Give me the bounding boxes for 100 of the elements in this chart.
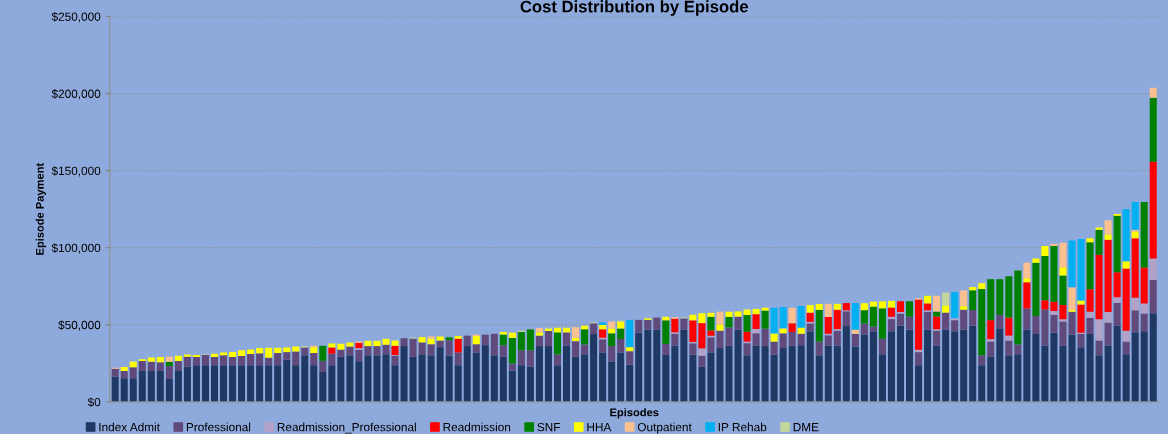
bar: [1149, 97, 1157, 162]
bar: [1122, 330, 1130, 342]
bar: [906, 316, 914, 330]
bar: [1086, 289, 1094, 312]
bar: [1032, 262, 1040, 317]
bar: [734, 311, 742, 317]
bar: [590, 323, 598, 335]
bar: [292, 365, 300, 402]
bar: [806, 323, 814, 332]
bar: [463, 335, 471, 347]
bar: [987, 356, 995, 402]
bar: [1104, 322, 1112, 346]
bar: [183, 366, 191, 402]
bar: [355, 342, 363, 349]
bar: [535, 335, 543, 347]
bar: [283, 352, 291, 360]
bar: [517, 350, 525, 366]
bar: [1095, 355, 1103, 402]
bar: [1032, 316, 1040, 335]
bar: [608, 333, 616, 347]
bar: [1041, 255, 1049, 301]
bar: [1041, 309, 1049, 346]
bar: [364, 340, 372, 347]
bar: [563, 345, 571, 402]
bar: [328, 365, 336, 402]
bar: [1086, 317, 1094, 335]
bar: [635, 319, 643, 333]
bar: [1086, 242, 1094, 290]
bar: [933, 345, 941, 402]
bar: [824, 303, 832, 317]
bar: [906, 329, 914, 402]
bar: [1095, 229, 1103, 255]
bar: [1140, 303, 1148, 314]
bar: [283, 347, 291, 353]
bar: [779, 348, 787, 402]
bar: [517, 365, 525, 402]
bar: [653, 317, 661, 330]
bar: [229, 352, 237, 358]
bar: [364, 355, 372, 402]
bar: [418, 342, 426, 355]
bar: [869, 306, 877, 327]
bar: [337, 343, 345, 350]
bar: [1077, 300, 1085, 305]
bar: [770, 354, 778, 402]
bar: [833, 303, 841, 310]
bar: [752, 308, 760, 315]
bar: [815, 341, 823, 356]
bar: [355, 361, 363, 402]
bar: [680, 318, 688, 330]
bar: [960, 290, 968, 307]
bar: [508, 332, 516, 338]
bar: [815, 309, 823, 342]
bar: [409, 338, 417, 357]
bar: [508, 370, 516, 402]
bar: [707, 352, 715, 402]
bar: [111, 376, 119, 402]
bar: [653, 329, 661, 402]
bar: [815, 303, 823, 310]
bar: [1041, 345, 1049, 402]
bar: [725, 316, 733, 328]
bar: [247, 365, 255, 402]
bar: [689, 314, 697, 321]
bar: [1068, 287, 1076, 311]
bar: [328, 353, 336, 366]
bar: [761, 310, 769, 329]
bar: [274, 347, 282, 354]
bar: [1014, 354, 1022, 402]
bar: [454, 338, 462, 353]
bar: [508, 337, 516, 364]
bar: [599, 322, 607, 325]
bar: [698, 323, 706, 349]
bar: [256, 365, 264, 402]
bar: [951, 291, 959, 319]
bar: [147, 357, 155, 362]
bar: [1113, 302, 1121, 326]
bar: [924, 303, 932, 311]
bar: [1032, 334, 1040, 402]
bar: [1005, 340, 1013, 356]
bar: [960, 309, 968, 330]
bar: [833, 345, 841, 402]
bar: [1113, 272, 1121, 298]
bar: [328, 347, 336, 354]
bar: [689, 320, 697, 342]
bar: [535, 332, 543, 336]
bar: [1068, 334, 1076, 402]
bar: [860, 323, 868, 335]
bar: [815, 355, 823, 402]
bar: [1122, 354, 1130, 402]
bar: [391, 365, 399, 402]
bar: [445, 355, 453, 402]
bar: [472, 336, 480, 345]
bar: [698, 348, 706, 356]
bar: [752, 345, 760, 402]
bar: [1140, 201, 1148, 268]
bar: [174, 371, 182, 402]
bar: [671, 345, 679, 402]
bar: [996, 328, 1004, 402]
bar: [283, 359, 291, 402]
bar: [220, 365, 228, 402]
bar: [120, 378, 128, 402]
